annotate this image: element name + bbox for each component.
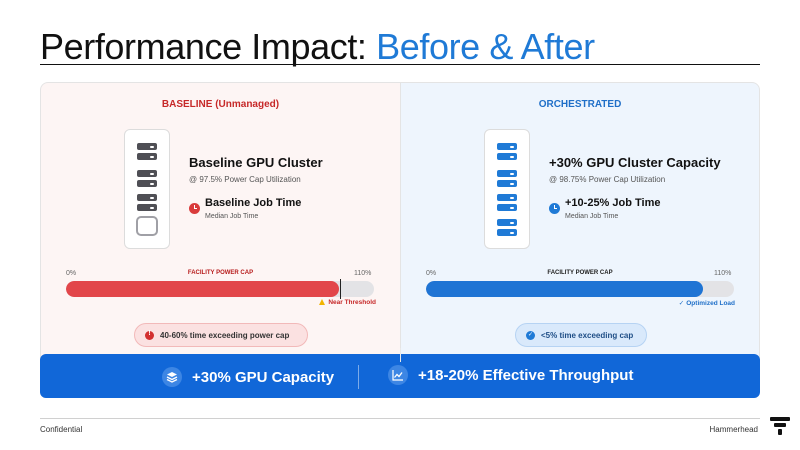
job-time-title: Baseline Job Time [205,197,302,209]
panel-divider-tick [400,348,401,362]
server-unit [497,204,517,211]
bar-status-text: Near Threshold [328,299,376,306]
warning-icon [319,299,326,305]
power-cap-bar-fill [66,281,339,297]
check-icon: ✓ [678,300,685,307]
server-unit [137,180,157,187]
server-unit [137,170,157,177]
page-title-main: Performance Impact: [40,26,367,67]
gpu-capacity-text: +30% GPU Capacity [192,368,335,386]
throughput-text: +18-20% Effective Throughput [418,366,634,384]
server-unit [497,153,517,160]
server-unit [497,229,517,236]
bar-status-note: ✓ Optimized Load [679,299,735,307]
footer-divider [40,418,760,419]
server-rack-icon [124,129,170,249]
gpu-capacity-stat: +30% GPU Capacity [162,365,360,389]
status-pill-text: 40-60% time exceeding power cap [160,330,290,340]
job-time-title: +10-25% Job Time [565,197,661,209]
bar-min-label: 0% [66,270,77,277]
power-cap-label: FACILITY POWER CAP [187,270,254,276]
cluster-subtitle: @ 97.5% Power Cap Utilization [189,175,301,184]
bar-status-text: Optimized Load [686,300,735,307]
bar-max-label: 110% [714,270,732,277]
page-title-accent: Before & After [376,26,595,67]
cluster-title: +30% GPU Cluster Capacity [549,155,721,170]
power-cap-bar [426,281,734,297]
power-cap-bar [66,281,374,297]
stat-separator [358,365,360,389]
page-title: Performance Impact: Before & After [40,26,595,68]
footer-confidential: Confidential [40,425,83,434]
server-unit [497,143,517,150]
layers-icon [162,367,182,387]
check-circle-icon [526,330,535,340]
job-time-subtitle: Median Job Time [565,213,619,220]
server-unit [137,194,157,201]
server-rack-icon [484,129,530,249]
empty-slot-icon [136,216,158,236]
summary-banner: +30% GPU Capacity +18-20% Effective Thro… [40,348,760,398]
hammerhead-logo-icon [770,417,790,435]
status-pill: <5% time exceeding cap [515,323,647,347]
orchestrated-panel-title: ORCHESTRATED [538,99,622,110]
server-unit [497,170,517,177]
server-unit [137,204,157,211]
server-unit [497,219,517,226]
chart-line-icon [388,365,408,385]
cluster-subtitle: @ 98.75% Power Cap Utilization [549,175,666,184]
title-divider [40,64,760,65]
cluster-title: Baseline GPU Cluster [189,155,323,170]
alert-icon [145,330,154,340]
server-unit [497,180,517,187]
job-time-subtitle: Median Job Time [205,213,259,220]
clock-icon [189,203,200,214]
clock-icon [549,203,560,214]
baseline-panel: BASELINE (Unmanaged) Baseline GPU Cluste… [40,82,400,376]
bar-status-note: Near Threshold [319,299,376,306]
server-unit [497,194,517,201]
bar-max-label: 110% [354,270,372,277]
status-pill-text: <5% time exceeding cap [541,330,634,340]
orchestrated-panel: ORCHESTRATED +30% GPU Cluster Capacity @… [400,82,760,376]
baseline-panel-title: BASELINE (Unmanaged) [161,99,280,110]
footer-brand: Hammerhead [709,425,758,434]
power-cap-marker [340,279,341,299]
status-pill: 40-60% time exceeding power cap [134,323,308,347]
server-unit [137,153,157,160]
throughput-stat: +18-20% Effective Throughput [388,365,633,385]
server-unit [137,143,157,150]
power-cap-label: FACILITY POWER CAP [547,270,613,276]
power-cap-bar-fill [426,281,703,297]
bar-min-label: 0% [426,270,437,277]
